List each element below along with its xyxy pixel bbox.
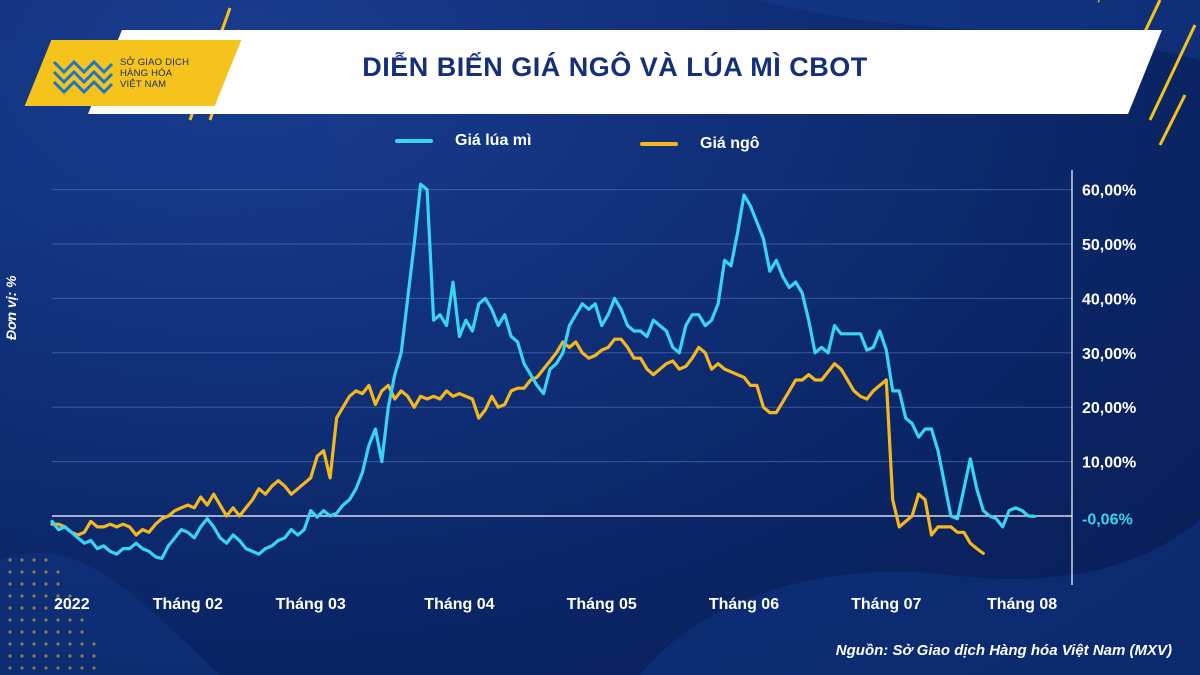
logo-line-2: HÀNG HÓA bbox=[120, 68, 173, 79]
legend-item-wheat: Giá lúa mì bbox=[395, 132, 531, 150]
x-tick-label: Tháng 07 bbox=[851, 596, 921, 613]
y-tick-label: 60,00% bbox=[1082, 183, 1136, 200]
dot-pattern bbox=[8, 558, 96, 670]
source-note: Nguồn: Sở Giao dịch Hàng hóa Việt Nam (M… bbox=[835, 642, 1172, 659]
legend-label-corn: Giá ngô bbox=[700, 135, 760, 152]
y-tick-label: 10,00% bbox=[1082, 455, 1136, 472]
logo-line-3: VIỆT NAM bbox=[120, 79, 167, 90]
legend-swatch-corn bbox=[640, 141, 678, 146]
corn-line bbox=[50, 337, 985, 556]
end-label-corn: -6,87% bbox=[1082, 0, 1133, 4]
x-tick-label: Tháng 03 bbox=[276, 596, 346, 613]
logo-text: SỞ GIAO DỊCH HÀNG HÓA VIỆT NAM bbox=[120, 57, 189, 90]
x-tick-label: Tháng 04 bbox=[424, 596, 494, 613]
x-tick-label: Tháng 05 bbox=[567, 596, 637, 613]
wheat-line bbox=[50, 182, 1037, 561]
x-tick-label: Tháng 06 bbox=[709, 596, 779, 613]
x-tick-label: Tháng 02 bbox=[153, 596, 223, 613]
legend-swatch-wheat bbox=[395, 138, 433, 143]
y-axis-label: Đơn vị: % bbox=[3, 275, 19, 340]
exchange-logo-icon bbox=[52, 59, 114, 94]
x-tick-label: 2022 bbox=[54, 596, 90, 613]
y-tick-label: 30,00% bbox=[1082, 346, 1136, 363]
chart-title: DIỄN BIẾN GIÁ NGÔ VÀ LÚA MÌ CBOT bbox=[362, 52, 868, 82]
legend-item-corn: Giá ngô bbox=[640, 135, 760, 153]
y-tick-label: 20,00% bbox=[1082, 400, 1136, 417]
y-tick-label: 40,00% bbox=[1082, 291, 1136, 308]
legend-label-wheat: Giá lúa mì bbox=[455, 132, 532, 149]
logo-line-1: SỞ GIAO DỊCH bbox=[120, 57, 190, 68]
x-tick-label: Tháng 08 bbox=[987, 596, 1057, 613]
end-label-wheat: -0,06% bbox=[1082, 511, 1133, 528]
y-tick-label: 50,00% bbox=[1082, 237, 1136, 254]
